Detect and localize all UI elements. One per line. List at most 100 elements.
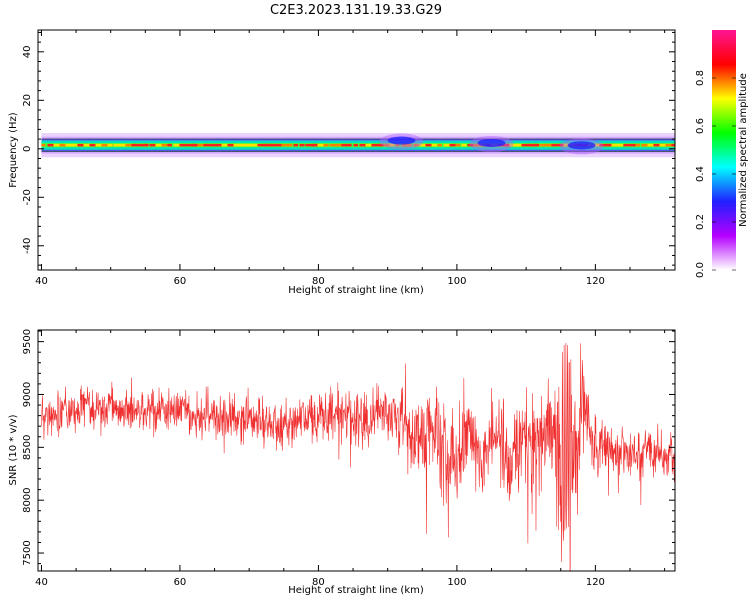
spectrogram-ytick-label: -20 bbox=[22, 189, 33, 205]
spectrum-core-cell bbox=[263, 143, 274, 147]
snr-xtick-label: 120 bbox=[586, 577, 605, 588]
spectrum-core-cell bbox=[167, 143, 172, 147]
snr-panel: 40 60 80 100 120 7500 8000 8500 9000 9500 Height … bbox=[8, 329, 676, 596]
spectrum-core-cell bbox=[173, 143, 182, 147]
snr-xtick-label: 80 bbox=[312, 577, 325, 588]
snr-xtick-label: 40 bbox=[35, 577, 48, 588]
spectrogram-xtick-label: 100 bbox=[447, 276, 466, 287]
snr-frame bbox=[37, 329, 676, 572]
spectrum-core-cell bbox=[323, 143, 329, 147]
spectrum-core-cell bbox=[425, 143, 432, 147]
spectrum-core-cell bbox=[83, 143, 91, 147]
spectrum-core-cell bbox=[191, 143, 199, 147]
spectrum-core-cell bbox=[107, 143, 113, 147]
spectrum-core-cell bbox=[455, 143, 461, 147]
spectrum-core-cell bbox=[125, 143, 137, 147]
spectrum-core-cell bbox=[413, 143, 419, 147]
spectrum-core-cell bbox=[269, 143, 279, 147]
spectrum-core-cell bbox=[395, 143, 400, 147]
spectrum-core-cell bbox=[65, 143, 76, 147]
spectrum-core-cell bbox=[281, 143, 292, 147]
spectrum-core-cell bbox=[503, 143, 510, 147]
snr-ytick-label: 7500 bbox=[22, 540, 33, 565]
spectrogram-ylabel: Frequency (Hz) bbox=[8, 112, 19, 188]
spectrum-core-cell bbox=[197, 143, 207, 147]
colorbar-tick-label: 0.2 bbox=[695, 214, 706, 230]
spectrum-core-cell bbox=[119, 143, 129, 147]
spectrum-core-cell bbox=[161, 143, 172, 147]
snr-ytick-label: 9000 bbox=[22, 382, 33, 407]
spectrum-core bbox=[41, 143, 675, 147]
spectrum-core-cell bbox=[185, 143, 197, 147]
spectrum-core-cell bbox=[143, 143, 149, 147]
spectrum-core-cell bbox=[377, 143, 389, 147]
snr-ytick-label: 8000 bbox=[22, 487, 33, 512]
spectrum-core-cell bbox=[203, 143, 212, 147]
spectrum-core-cell bbox=[635, 143, 641, 147]
spectrum-core-cell bbox=[227, 143, 237, 147]
spectrum-core-cell bbox=[449, 143, 458, 147]
spectrum-core-cell bbox=[539, 143, 552, 147]
spectrum-core-cell bbox=[233, 143, 245, 147]
spectrogram-xtick-label: 40 bbox=[35, 276, 48, 287]
spectrum-core-cell bbox=[389, 143, 395, 147]
spectrum-core-cell bbox=[647, 143, 659, 147]
spectrum-core-cell bbox=[665, 143, 675, 147]
spectrum-core-cell bbox=[623, 143, 630, 147]
spectrum-core-cell bbox=[545, 143, 555, 147]
spectrum-core-cell bbox=[359, 143, 369, 147]
spectrum-core-cell bbox=[437, 143, 442, 147]
spectrogram-xtick-label: 60 bbox=[174, 276, 187, 287]
spectrum-core-cell bbox=[641, 143, 653, 147]
spectrum-core-cell bbox=[431, 143, 438, 147]
spectrogram-frame bbox=[37, 29, 676, 271]
spectrum-core-cell bbox=[47, 143, 54, 147]
spectrogram-ytick-label: 0 bbox=[22, 146, 33, 152]
spectrum-core-cell bbox=[563, 143, 572, 147]
spectrum-core-cell bbox=[311, 143, 321, 147]
colorbar-tick-label: 0.6 bbox=[695, 118, 706, 134]
spectrogram-xtick-label: 120 bbox=[586, 276, 605, 287]
spectrum-core-cell bbox=[347, 143, 352, 147]
spectrogram-content bbox=[41, 133, 675, 158]
snr-ytick-label: 8500 bbox=[22, 435, 33, 460]
spectrum-core-cell bbox=[629, 143, 639, 147]
snr-xlabel: Height of straight line (km) bbox=[288, 585, 424, 596]
spectrum-core-cell bbox=[407, 143, 412, 147]
spectrum-blob bbox=[387, 136, 416, 145]
spectrogram-xtick-label: 80 bbox=[312, 276, 325, 287]
spectrum-core-cell bbox=[551, 143, 563, 147]
spectrogram-ytick-label: -40 bbox=[22, 238, 33, 254]
spectrum-core-cell bbox=[443, 143, 454, 147]
spectrogram-xlabel: Height of straight line (km) bbox=[288, 285, 424, 296]
spectrum-core-cell bbox=[89, 143, 100, 147]
spectrum-core-cell bbox=[215, 143, 223, 147]
spectrum-core-cell bbox=[53, 143, 64, 147]
colorbar-ticks: 0.0 0.2 0.4 0.6 0.8 bbox=[695, 70, 736, 278]
spectrum-core-cell bbox=[383, 143, 391, 147]
spectrum-core-cell bbox=[473, 143, 485, 147]
spectrum-core-cell bbox=[113, 143, 125, 147]
spectrum-core-cell bbox=[305, 143, 318, 147]
spectrum-core-cell bbox=[179, 143, 187, 147]
spectrum-core-cell bbox=[59, 143, 67, 147]
spectrum-core-cell bbox=[533, 143, 540, 147]
spectrum-core-cell bbox=[365, 143, 376, 147]
figure-title: C2E3.2023.131.19.33.G29 bbox=[270, 3, 442, 18]
spectrum-core-cell bbox=[671, 143, 675, 147]
spectrum-core-cell bbox=[419, 143, 428, 147]
spectrum-core-cell bbox=[257, 143, 269, 147]
spectrum-core-cell bbox=[611, 143, 618, 147]
spectrogram-ticks: 40 60 80 100 120 -40 -20 0 20 40 bbox=[22, 30, 675, 287]
spectrum-core-cell bbox=[71, 143, 81, 147]
spectrum-green bbox=[41, 142, 675, 148]
spectrum-core-cell bbox=[521, 143, 532, 147]
snr-series-line bbox=[41, 342, 675, 571]
spectrum-core-cell bbox=[287, 143, 293, 147]
spectrum-core-cell bbox=[317, 143, 326, 147]
spectrum-core-cell bbox=[557, 143, 567, 147]
colorbar-label: Normalized spectral amplitude bbox=[738, 73, 749, 227]
spectrum-core-cell bbox=[221, 143, 229, 147]
spectrum-core-cell bbox=[515, 143, 523, 147]
